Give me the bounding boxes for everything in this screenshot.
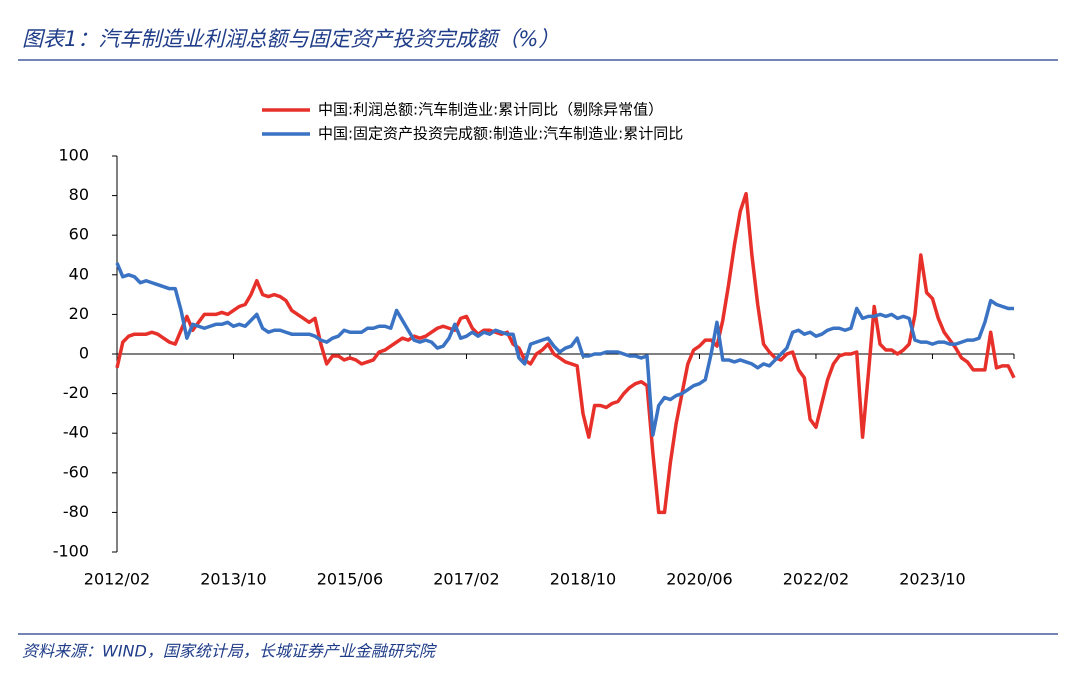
y-tick-label: -20	[63, 383, 89, 402]
y-tick-label: 20	[69, 304, 89, 323]
x-tick-label: 2012/02	[84, 570, 150, 589]
x-tick-label: 2022/02	[783, 570, 849, 589]
x-tick-label: 2023/10	[899, 570, 965, 589]
legend-label: 中国:固定资产投资完成额:制造业:汽车制造业:累计同比	[318, 125, 683, 143]
chart-title: 图表1：汽车制造业利润总额与固定资产投资完成额（%）	[22, 27, 559, 51]
y-tick-label: 0	[79, 344, 89, 363]
series-line	[115, 191, 1016, 515]
y-tick-label: 40	[69, 264, 89, 283]
y-tick-label: -100	[53, 542, 89, 561]
y-tick-label: -40	[63, 423, 89, 442]
legend-label: 中国:利润总额:汽车制造业:累计同比（剔除异常值）	[318, 101, 663, 119]
y-tick-label: -80	[63, 502, 89, 521]
y-tick-label: 100	[58, 146, 89, 165]
x-tick-label: 2015/06	[317, 570, 383, 589]
x-tick-label: 2017/02	[433, 570, 499, 589]
x-tick-label: 2013/10	[200, 570, 266, 589]
y-tick-label: 60	[69, 225, 89, 244]
source: 资料来源：WIND，国家统计局，长城证券产业金融研究院	[22, 642, 438, 661]
y-tick-label: -60	[63, 462, 89, 481]
series-line	[115, 262, 1014, 437]
x-tick-label: 2020/06	[666, 570, 732, 589]
y-tick-label: 80	[69, 185, 89, 204]
x-tick-label: 2018/10	[550, 570, 616, 589]
